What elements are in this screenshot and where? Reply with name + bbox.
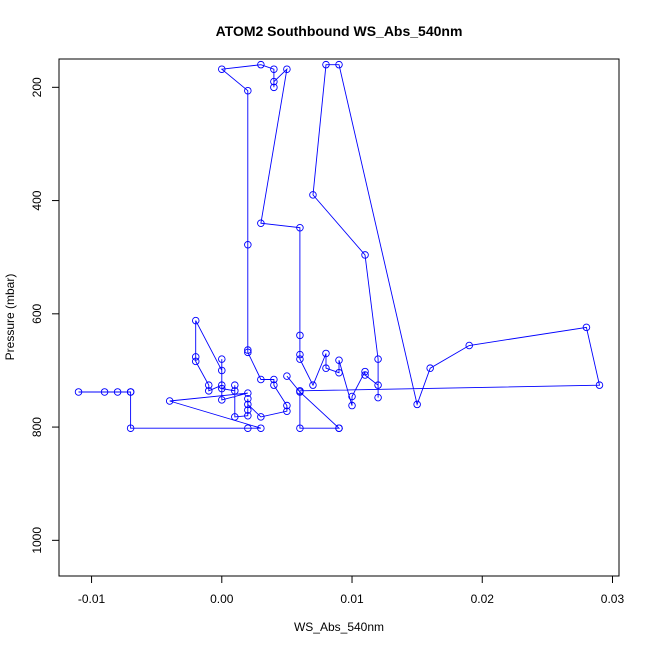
data-point <box>283 407 291 415</box>
data-point <box>244 389 252 397</box>
series-line <box>78 64 601 429</box>
chart-title: ATOM2 Southbound WS_Abs_540nm <box>216 23 463 39</box>
data-point <box>270 77 278 86</box>
data-point <box>335 368 343 377</box>
data-point <box>231 387 239 395</box>
y-axis-label: Pressure (mbar) <box>3 274 17 361</box>
data-point <box>257 413 265 421</box>
data-point <box>257 424 265 432</box>
data-point <box>244 395 252 403</box>
data-point <box>257 219 265 227</box>
y-tick-label: 400 <box>30 190 44 210</box>
x-tick-label: 0.01 <box>340 592 364 606</box>
data-point <box>465 341 473 350</box>
data-point <box>191 353 200 361</box>
data-point <box>270 375 278 384</box>
data-point <box>283 372 291 380</box>
data-point <box>244 424 252 432</box>
plot-frame <box>58 58 620 577</box>
data-point <box>205 381 213 389</box>
data-point <box>374 393 382 402</box>
data-point <box>165 397 174 405</box>
data-point <box>126 388 135 396</box>
data-point <box>244 411 252 420</box>
data-point <box>244 86 252 95</box>
x-axis: -0.01 0.00 0.01 0.02 0.03 <box>78 575 625 606</box>
y-axis: 200 400 600 800 1000 <box>30 77 60 554</box>
y-tick-label: 200 <box>30 77 44 97</box>
data-point <box>283 401 291 410</box>
data-point <box>191 357 200 366</box>
data-point <box>244 240 252 249</box>
data-point <box>309 191 317 199</box>
data-point <box>244 400 252 409</box>
y-tick-label: 800 <box>30 417 44 437</box>
data-point <box>374 355 382 363</box>
data-point <box>270 83 278 92</box>
y-tick-label: 600 <box>30 303 44 323</box>
data-point <box>218 366 226 375</box>
data-point <box>283 65 291 73</box>
data-point <box>361 371 369 379</box>
x-tick-label: 0.03 <box>601 592 625 606</box>
data-point <box>74 388 83 396</box>
data-point <box>270 65 278 73</box>
data-point <box>218 65 226 73</box>
data-point <box>296 355 304 363</box>
data-point <box>244 406 252 414</box>
data-point <box>348 392 356 401</box>
data-point <box>231 413 239 421</box>
data-point <box>296 350 304 359</box>
data-point <box>218 381 226 389</box>
data-point <box>335 424 343 432</box>
x-axis-label: WS_Abs_540nm <box>294 620 384 634</box>
data-point <box>218 355 226 363</box>
x-tick-label: -0.01 <box>78 592 106 606</box>
data-point <box>361 367 369 376</box>
data-point <box>257 60 265 69</box>
data-point <box>205 387 213 395</box>
data-point <box>244 348 252 357</box>
data-point <box>270 381 278 389</box>
data-point <box>335 356 343 365</box>
data-point <box>231 381 239 389</box>
plot-area <box>74 60 604 432</box>
x-tick-label: 0.02 <box>471 592 495 606</box>
data-point <box>218 396 226 404</box>
data-point <box>413 400 421 409</box>
data-point <box>296 424 304 432</box>
data-point <box>126 424 135 432</box>
data-point <box>595 381 604 389</box>
data-point <box>113 388 122 396</box>
data-point <box>309 381 317 389</box>
data-point <box>374 381 382 389</box>
data-point <box>296 388 304 396</box>
data-point <box>322 60 330 69</box>
data-point <box>296 223 304 232</box>
data-point <box>100 388 109 396</box>
data-point <box>322 364 330 372</box>
data-point <box>257 375 265 384</box>
data-point <box>218 384 226 393</box>
data-point <box>322 349 330 358</box>
data-point <box>426 364 434 372</box>
y-tick-label: 1000 <box>30 527 44 554</box>
data-point <box>361 251 369 259</box>
data-point <box>335 60 343 69</box>
data-point <box>191 316 200 325</box>
x-tick-label: 0.00 <box>210 592 234 606</box>
data-point <box>296 331 304 340</box>
data-point <box>348 401 356 410</box>
data-point <box>244 346 252 354</box>
data-point <box>582 323 591 332</box>
